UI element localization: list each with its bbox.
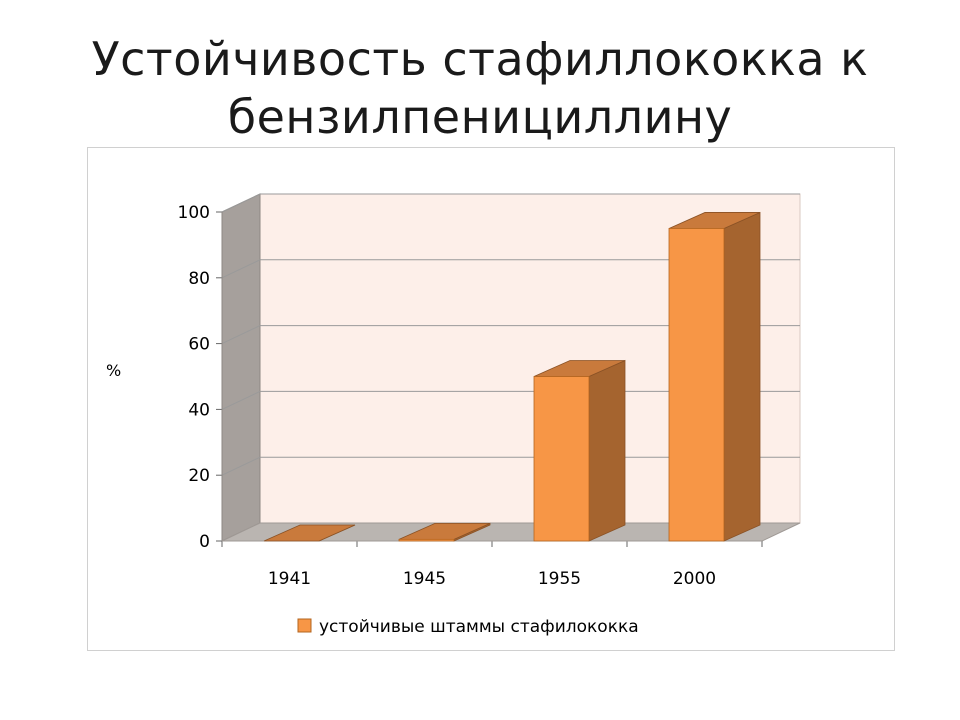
x-tick-label: 1941 xyxy=(268,569,311,589)
legend-label: устойчивые штаммы стафилококка xyxy=(319,617,639,637)
legend-swatch xyxy=(297,618,312,633)
x-tick-label: 2000 xyxy=(673,569,716,589)
bar-front xyxy=(533,376,590,542)
gridline-side xyxy=(221,390,261,410)
y-tick-label: 20 xyxy=(188,466,210,486)
y-tick-label: 0 xyxy=(199,532,210,552)
bar-top xyxy=(263,524,356,542)
gridline-side xyxy=(221,259,261,279)
y-tick-label: 40 xyxy=(188,400,210,420)
gridline-side xyxy=(221,325,261,345)
y-tick-label: 100 xyxy=(178,203,210,223)
bar xyxy=(668,211,761,542)
y-axis-label: % xyxy=(106,361,121,380)
gridline-side xyxy=(221,456,261,476)
gridline-side xyxy=(221,193,261,213)
legend: устойчивые штаммы стафилококка xyxy=(297,617,639,637)
y-tick-label: 80 xyxy=(188,269,210,289)
bar xyxy=(533,359,626,542)
bar-side xyxy=(588,359,626,542)
x-tick-label: 1955 xyxy=(538,569,581,589)
bar xyxy=(398,522,491,542)
slide-title: Устойчивость стафиллококка к бензилпениц… xyxy=(40,30,920,146)
side-wall xyxy=(221,193,261,542)
slide-title-line-1: Устойчивость стафиллококка к xyxy=(91,32,869,86)
bar-front xyxy=(668,228,725,542)
y-tick-label: 60 xyxy=(188,335,210,355)
bar-side xyxy=(723,211,761,542)
slide-title-line-2: бензилпенициллину xyxy=(227,90,733,144)
bar xyxy=(263,524,356,542)
x-tick-label: 1945 xyxy=(403,569,446,589)
bar-front xyxy=(398,538,455,542)
